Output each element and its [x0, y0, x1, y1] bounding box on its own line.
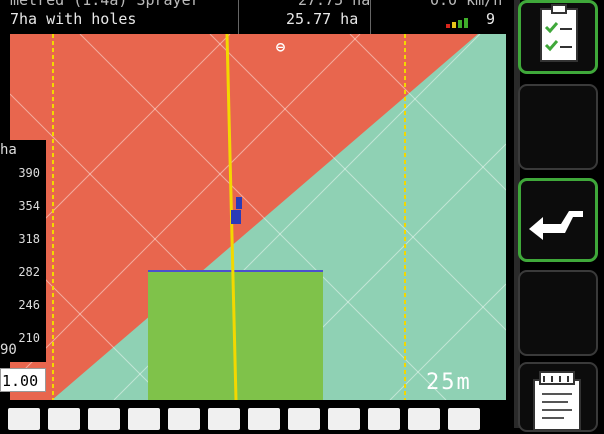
divider: [370, 0, 371, 34]
toolbar-button[interactable]: [248, 408, 280, 430]
job-title: metred (1.4a) Sprayer: [10, 0, 200, 9]
toolbar-button[interactable]: [328, 408, 360, 430]
map-scale-label: 25m: [426, 370, 472, 395]
softkey-sidebar: [506, 0, 604, 432]
legend-scale: ha 390 354 318 282 246 210 90: [0, 140, 46, 362]
field-name: 7ha with holes: [10, 10, 137, 28]
document-icon: [533, 371, 581, 431]
toolbar-button[interactable]: [168, 408, 200, 430]
status-bar: metred (1.4a) Sprayer 27.75 ha 0.0 km/h …: [0, 0, 506, 34]
bottom-toolbar: [0, 402, 506, 430]
map-canvas[interactable]: [10, 34, 506, 400]
toolbar-button[interactable]: [408, 408, 440, 430]
scale-tick: 318: [18, 232, 40, 246]
field-map[interactable]: ⊖ 25m: [10, 34, 506, 400]
scale-tick: 390: [18, 166, 40, 180]
toolbar-button[interactable]: [208, 408, 240, 430]
gps-signal-icon: [446, 18, 468, 28]
speed-readout: 0.0 km/h: [430, 0, 503, 9]
scale-tick: 210: [18, 331, 40, 345]
toolbar-button[interactable]: [128, 408, 160, 430]
toolbar-button[interactable]: [368, 408, 400, 430]
checklist-icon: [540, 4, 578, 62]
softkey-button-4[interactable]: [518, 270, 598, 356]
total-area-readout: 27.75 ha: [298, 0, 371, 9]
return-button[interactable]: [518, 178, 598, 262]
satellite-count: 9: [486, 10, 496, 28]
sidebar-divider: [514, 0, 520, 428]
toolbar-button[interactable]: [8, 408, 40, 430]
document-button[interactable]: [518, 362, 598, 432]
toolbar-button[interactable]: [48, 408, 80, 430]
return-arrow-icon: [529, 211, 583, 240]
scale-min-label: 90: [0, 342, 17, 358]
scale-tick: 246: [18, 298, 40, 312]
toolbar-button[interactable]: [448, 408, 480, 430]
checklist-button[interactable]: [518, 0, 598, 74]
scale-value-field[interactable]: 1.00: [0, 368, 46, 392]
covered-area: [10, 34, 478, 400]
toolbar-button[interactable]: [88, 408, 120, 430]
tractor-icon: [231, 197, 242, 224]
toolbar-button[interactable]: [288, 408, 320, 430]
scale-unit: ha: [0, 142, 17, 158]
divider: [238, 0, 239, 34]
scale-tick: 282: [18, 265, 40, 279]
scale-tick: 354: [18, 199, 40, 213]
softkey-button-2[interactable]: [518, 84, 598, 170]
worked-area-readout: 25.77 ha: [286, 10, 359, 28]
north-indicator-icon[interactable]: ⊖: [276, 38, 286, 56]
